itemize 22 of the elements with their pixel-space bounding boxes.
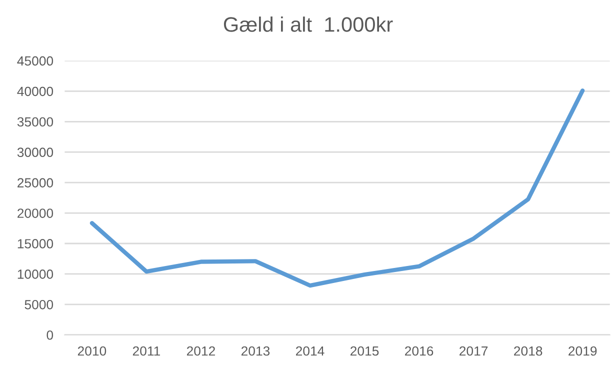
x-tick-label: 2013 [241, 346, 270, 356]
chart-title: Gæld i alt 1.000kr [224, 16, 393, 32]
y-tick-label: 10000 [18, 270, 54, 279]
y-tick-label: 30000 [17, 148, 54, 158]
x-tick-label: 2012 [186, 346, 215, 356]
line-series [90, 88, 585, 288]
y-tick-label: 40000 [17, 86, 54, 96]
x-tick-label: 2016 [405, 346, 434, 356]
y-tick-label: 45000 [17, 56, 54, 66]
x-tick-label: 2017 [460, 346, 488, 356]
y-tick-label: 5000 [24, 300, 54, 310]
x-tick-label: 2019 [568, 346, 597, 356]
y-tick-label: 0 [46, 330, 54, 340]
x-tick-label: 2011 [132, 346, 160, 356]
y-tick-label: 15000 [18, 239, 54, 248]
x-tick-label: 2010 [78, 346, 106, 356]
x-tick-label: 2015 [350, 346, 379, 356]
x-tick-label: 2014 [296, 346, 324, 356]
y-tick-label: 20000 [18, 208, 54, 218]
y-tick-label: 35000 [17, 117, 54, 127]
x-tick-label: 2018 [514, 346, 542, 356]
y-tick-label: 25000 [18, 178, 54, 188]
